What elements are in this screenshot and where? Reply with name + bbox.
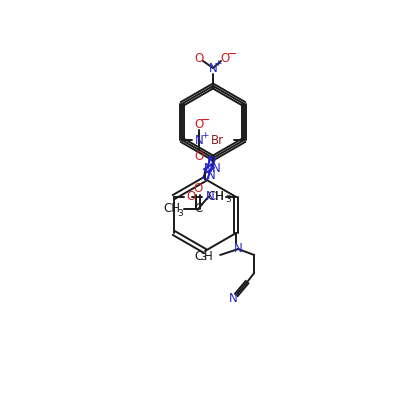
Text: O: O (194, 52, 204, 64)
Text: CH: CH (164, 202, 181, 214)
Text: N: N (206, 190, 214, 202)
Text: 3: 3 (225, 196, 230, 204)
Text: O: O (220, 52, 230, 64)
Text: N: N (209, 62, 217, 74)
Text: +: + (214, 60, 222, 68)
Text: C: C (194, 250, 202, 264)
Text: +: + (201, 132, 208, 140)
Text: O: O (187, 190, 196, 204)
Text: 3: 3 (177, 208, 183, 218)
Text: O: O (194, 182, 203, 196)
Text: C: C (194, 202, 202, 216)
Text: O: O (194, 150, 204, 162)
Text: N: N (207, 169, 215, 182)
Text: N: N (212, 162, 220, 176)
Text: Br: Br (211, 134, 224, 146)
Text: −: − (227, 48, 237, 60)
Text: −: − (200, 114, 210, 126)
Text: N: N (234, 242, 242, 256)
Text: CH: CH (207, 190, 224, 202)
Text: H: H (204, 250, 212, 264)
Text: N: N (207, 155, 215, 168)
Text: O: O (194, 118, 204, 130)
Text: N: N (204, 162, 212, 174)
Text: 3: 3 (200, 252, 206, 262)
Text: H: H (215, 190, 224, 202)
Text: N: N (194, 134, 203, 146)
Text: N: N (229, 292, 238, 304)
